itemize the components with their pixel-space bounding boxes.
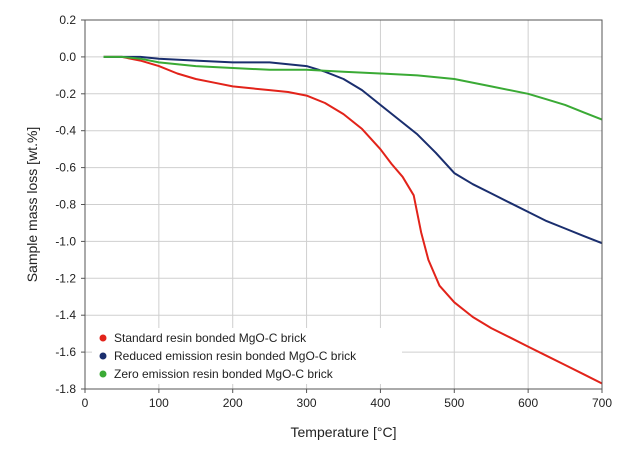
x-tick-label: 500 xyxy=(444,396,464,410)
y-tick-label: -0.8 xyxy=(55,198,76,212)
x-tick-label: 400 xyxy=(370,396,390,410)
y-tick-label: -1.0 xyxy=(55,234,76,248)
y-tick-label: -0.2 xyxy=(55,87,76,101)
legend-marker-2 xyxy=(99,352,107,360)
y-tick-label: -1.2 xyxy=(55,271,76,285)
y-tick-label: -1.6 xyxy=(55,345,76,359)
legend-label-2: Reduced emission resin bonded MgO-C bric… xyxy=(114,349,357,363)
series-line-1 xyxy=(103,55,603,385)
x-tick-label: 100 xyxy=(149,396,169,410)
x-tick-label: 300 xyxy=(297,396,317,410)
y-axis-ticks: 0.2 0.0 -0.2 -0.4 -0.6 -0.8 -1.0 -1.2 -1.4 -1.6 -1… xyxy=(55,13,85,396)
series-line-3 xyxy=(103,55,603,121)
x-axis-label: Temperature [°C] xyxy=(291,424,397,440)
legend-background xyxy=(92,328,402,384)
series-layer xyxy=(103,55,603,385)
y-tick-label: -0.6 xyxy=(55,161,76,175)
x-tick-label: 700 xyxy=(592,396,612,410)
legend-marker-3 xyxy=(99,370,107,378)
y-tick-label: 0.0 xyxy=(59,50,76,64)
legend: Standard resin bonded MgO-C brick Reduced… xyxy=(92,328,402,384)
x-tick-label: 200 xyxy=(223,396,243,410)
x-tick-label: 0 xyxy=(82,396,89,410)
series-line-2 xyxy=(103,55,603,245)
legend-label-3: Zero emission resin bonded MgO-C brick xyxy=(114,367,334,381)
y-tick-label: -1.8 xyxy=(55,382,76,396)
y-tick-label: 0.2 xyxy=(59,13,76,27)
legend-label-1: Standard resin bonded MgO-C brick xyxy=(114,331,307,345)
x-axis-ticks: 0 100 200 300 400 500 600 700 xyxy=(82,389,612,410)
y-tick-label: -1.4 xyxy=(55,308,76,322)
y-tick-label: -0.4 xyxy=(55,124,76,138)
legend-marker-1 xyxy=(99,334,107,342)
x-tick-label: 600 xyxy=(518,396,538,410)
y-axis-label: Sample mass loss [wt.%] xyxy=(24,127,40,283)
